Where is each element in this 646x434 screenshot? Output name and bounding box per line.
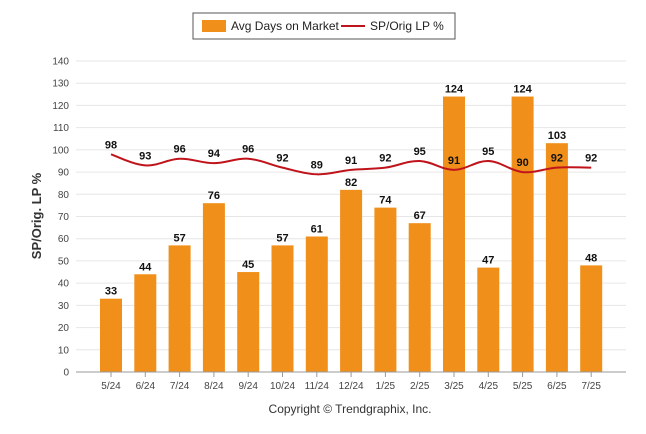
line-data-label: 96 (173, 144, 185, 156)
x-tick-label: 7/24 (170, 381, 190, 392)
y-tick-label: 60 (58, 234, 70, 245)
bar-data-label: 57 (276, 232, 288, 244)
bar-data-label: 33 (105, 286, 117, 298)
line-data-label: 92 (379, 153, 391, 165)
bar (443, 96, 465, 373)
y-tick-label: 20 (58, 323, 70, 334)
line-data-label: 92 (276, 153, 288, 165)
x-tick-label: 3/25 (444, 381, 464, 392)
y-tick-label: 140 (52, 57, 69, 68)
bar (408, 223, 431, 372)
line-data-label: 95 (482, 146, 494, 158)
y-tick-label: 90 (58, 168, 70, 179)
bar-data-label: 61 (311, 223, 323, 235)
y-tick-label: 0 (63, 368, 69, 379)
bar-data-label: 45 (242, 259, 254, 271)
bar-data-labels: 33 44 57 76 45 57 61 82 74 67 124 47 124 103 48 (105, 84, 597, 298)
x-axis-ticks: 5/24 6/24 7/24 8/24 9/24 10/24 11/24 12/24 1/25 2… (101, 372, 601, 392)
y-tick-label: 50 (58, 256, 70, 267)
bar-data-label: 76 (208, 190, 220, 202)
footer-copyright: Copyright © Trendgraphix, Inc. (269, 402, 432, 416)
bar-data-label: 67 (414, 210, 426, 222)
x-tick-label: 7/25 (581, 381, 601, 392)
x-tick-label: 8/24 (204, 381, 224, 392)
y-axis-ticks: 0 10 20 30 40 50 60 70 80 90 100 110 120 130 140 (52, 57, 69, 379)
line-data-label: 92 (585, 153, 597, 165)
x-tick-label: 5/24 (101, 381, 121, 392)
legend-box (192, 12, 456, 40)
line-data-label: 91 (345, 155, 357, 167)
bar-data-label: 103 (548, 130, 566, 142)
bar (202, 203, 225, 372)
line-data-label: 94 (208, 148, 221, 160)
y-tick-label: 10 (58, 345, 70, 356)
line-data-label: 90 (516, 157, 528, 169)
line-data-label: 89 (311, 159, 323, 171)
y-tick-label: 120 (52, 101, 69, 112)
x-tick-label: 1/25 (376, 381, 396, 392)
y-axis-label: SP/Orig. LP % (29, 172, 44, 259)
bar (374, 207, 397, 372)
legend: Avg Days on Market SP/Orig LP % (192, 12, 456, 40)
bar (100, 298, 122, 372)
line-data-labels: 98 93 96 94 96 92 89 91 92 95 91 95 90 92 92 (105, 139, 597, 171)
bar (477, 267, 500, 372)
line-data-label: 92 (551, 153, 563, 165)
y-tick-label: 100 (52, 145, 69, 156)
bar-data-label: 47 (482, 255, 494, 267)
bar (511, 96, 534, 373)
x-tick-label: 12/24 (339, 381, 364, 392)
bar (271, 245, 294, 372)
x-tick-label: 6/25 (547, 381, 567, 392)
line-data-label: 95 (414, 146, 426, 158)
legend-label-bar: Avg Days on Market (231, 19, 339, 33)
x-tick-label: 6/24 (136, 381, 156, 392)
x-tick-label: 10/24 (270, 381, 295, 392)
bar-data-label: 124 (513, 84, 532, 96)
line-data-label: 93 (139, 150, 151, 162)
legend-swatch-bar (202, 20, 226, 32)
x-tick-label: 9/24 (238, 381, 258, 392)
bar-data-label: 124 (445, 84, 464, 96)
y-tick-label: 130 (52, 79, 69, 90)
x-tick-label: 11/24 (305, 381, 330, 392)
y-tick-label: 80 (58, 190, 70, 201)
bar-data-label: 82 (345, 177, 357, 189)
line-data-label: 98 (105, 139, 117, 151)
y-tick-label: 110 (53, 123, 69, 134)
y-tick-label: 40 (58, 279, 70, 290)
bar-data-label: 44 (139, 261, 152, 273)
bar-data-label: 48 (585, 252, 597, 264)
bar-data-label: 74 (379, 195, 392, 207)
y-tick-label: 30 (58, 301, 70, 312)
bar (580, 265, 603, 372)
bar (168, 245, 191, 372)
bar (134, 274, 157, 372)
y-tick-label: 70 (58, 212, 70, 223)
legend-label-line: SP/Orig LP % (370, 19, 444, 33)
line-data-label: 96 (242, 144, 254, 156)
x-tick-label: 5/25 (513, 381, 533, 392)
bar (545, 143, 568, 372)
bar (237, 272, 260, 372)
x-tick-label: 2/25 (410, 381, 430, 392)
line-data-label: 91 (448, 155, 460, 167)
bars (100, 96, 603, 373)
bar (340, 189, 363, 372)
x-tick-label: 4/25 (479, 381, 499, 392)
bar-data-label: 57 (173, 232, 185, 244)
series-line-sp-orig-lp (110, 153, 592, 176)
bar (305, 236, 328, 372)
